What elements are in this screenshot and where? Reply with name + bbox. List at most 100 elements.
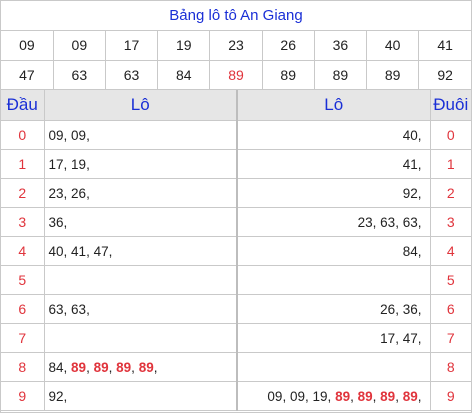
number-cell: 09 [52,31,106,61]
loto-number: 41 [71,243,87,259]
lo-right-cell: 26, 36, [236,294,431,324]
loto-number: 19 [71,156,87,172]
dau-digit: 7 [1,323,45,353]
number-cell: 89 [209,59,263,90]
loto-number: 89 [93,359,109,375]
lo-left-cell: 36, [43,207,238,237]
loto-row: 4 40, 41, 47, 84, 4 [1,236,471,266]
loto-row: 7 17, 47, 7 [1,323,471,353]
loto-row: 8 84, 89, 89, 89, 89, 8 [1,352,471,382]
dau-digit: 8 [1,352,45,382]
lo-right-cell: 09, 09, 19, 89, 89, 89, 89, [236,381,431,411]
loto-number: 26 [71,185,87,201]
loto-number: 41 [402,156,418,172]
loto-row: 1 17, 19, 41, 1 [1,149,471,179]
loto-number: 89 [402,388,418,404]
loto-number: 09 [48,127,64,143]
loto-row: 3 36, 23, 63, 63, 3 [1,207,471,237]
lo-right-cell: 23, 63, 63, [236,207,431,237]
duoi-digit: 1 [429,149,471,179]
number-cell: 23 [209,31,263,61]
dau-digit: 0 [1,120,45,150]
lo-left-cell: 23, 26, [43,178,238,208]
loto-number: 84 [48,359,64,375]
lo-left-cell: 09, 09, [43,120,238,150]
dau-digit: 4 [1,236,45,266]
loto-number: 47 [402,330,418,346]
loto-number: 47 [93,243,109,259]
lo-left-cell: 17, 19, [43,149,238,179]
loto-number: 92 [48,388,64,404]
number-cell: 40 [366,31,420,61]
duoi-digit: 0 [429,120,471,150]
duoi-digit: 3 [429,207,471,237]
board-title: Bảng lô tô An Giang [1,1,471,31]
number-cell: 47 [1,59,54,90]
loto-number: 84 [402,243,418,259]
loto-number: 23 [357,214,373,230]
loto-number: 63 [380,214,396,230]
lo-right-cell: 40, [236,120,431,150]
lo-right-cell: 92, [236,178,431,208]
lo-left-cell: 84, 89, 89, 89, 89, [43,352,238,382]
dau-digit: 9 [1,381,45,411]
number-cell: 17 [104,31,159,61]
loto-number: 26 [380,301,396,317]
number-cell: 92 [418,59,471,90]
loto-number: 36 [48,214,64,230]
duoi-digit: 2 [429,178,471,208]
header-lo-left: Lô [43,89,238,121]
duoi-digit: 8 [429,352,471,382]
number-cell: 63 [52,59,106,90]
lo-right-cell: 84, [236,236,431,266]
loto-number: 92 [402,185,418,201]
number-cell: 89 [366,59,420,90]
header-dau: Đầu [1,89,45,121]
lo-right-cell [236,265,431,295]
dau-digit: 3 [1,207,45,237]
dau-digit: 2 [1,178,45,208]
header-duoi: Đuôi [429,89,471,121]
dau-digit: 5 [1,265,45,295]
lo-right-cell: 17, 47, [236,323,431,353]
header-lo-right: Lô [236,89,431,121]
lo-left-cell: 40, 41, 47, [43,236,238,266]
loto-number: 89 [357,388,373,404]
loto-number: 17 [380,330,396,346]
duoi-digit: 6 [429,294,471,324]
loto-number: 89 [380,388,396,404]
loto-number: 40 [402,127,418,143]
number-cell: 84 [157,59,211,90]
loto-table: Đầu Lô Lô Đuôi 0 09, 09, 40, 0 1 17, 19, 41, 1 2… [1,89,471,411]
numbers-row: 47 63 63 84 89 89 89 89 92 [1,59,471,90]
duoi-digit: 4 [429,236,471,266]
numbers-row: 09 09 17 19 23 26 36 40 41 [1,31,471,61]
number-cell: 89 [261,59,315,90]
loto-number: 36 [402,301,418,317]
lo-left-cell [43,265,238,295]
loto-number: 17 [48,156,64,172]
loto-number: 09 [267,388,283,404]
number-cell: 36 [313,31,368,61]
loto-number: 40 [48,243,64,259]
loto-number: 63 [402,214,418,230]
lo-left-cell: 92, [43,381,238,411]
loto-number: 89 [138,359,154,375]
loto-number: 09 [289,388,305,404]
duoi-digit: 7 [429,323,471,353]
dau-digit: 6 [1,294,45,324]
loto-number: 89 [116,359,132,375]
duoi-digit: 5 [429,265,471,295]
duoi-digit: 9 [429,381,471,411]
lo-right-cell: 41, [236,149,431,179]
loto-row: 6 63, 63, 26, 36, 6 [1,294,471,324]
loto-number: 23 [48,185,64,201]
loto-row: 0 09, 09, 40, 0 [1,120,471,150]
lo-left-cell [43,323,238,353]
loto-row: 2 23, 26, 92, 2 [1,178,471,208]
loto-number: 19 [312,388,328,404]
lo-right-cell [236,352,431,382]
loto-header-row: Đầu Lô Lô Đuôi [1,89,471,121]
